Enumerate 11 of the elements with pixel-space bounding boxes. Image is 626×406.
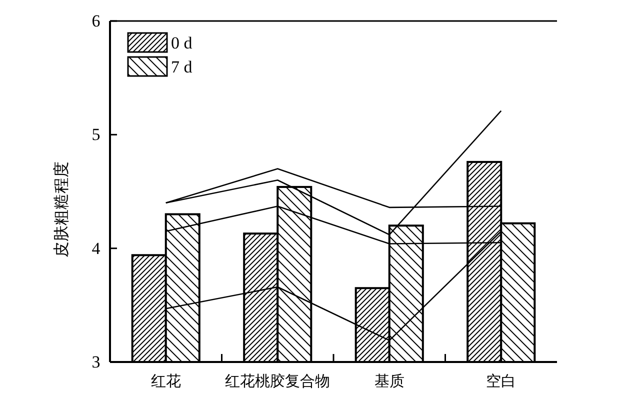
y-tick-label: 6 [92, 12, 100, 30]
x-tick-label: 基质 [374, 373, 404, 390]
legend-label: 0 d [171, 34, 193, 52]
y-tick-label: 5 [92, 125, 100, 144]
y-axis-title: 皮肤粗糙程度 [52, 162, 70, 258]
y-tick-label: 4 [92, 238, 101, 258]
legend-label: 7 d [171, 58, 193, 76]
x-tick-label: 空白 [486, 373, 516, 390]
x-tick-label: 红花桃胶复合物 [225, 373, 330, 390]
y-tick-label: 3 [92, 352, 100, 372]
x-tick-label: 红花 [150, 373, 181, 390]
